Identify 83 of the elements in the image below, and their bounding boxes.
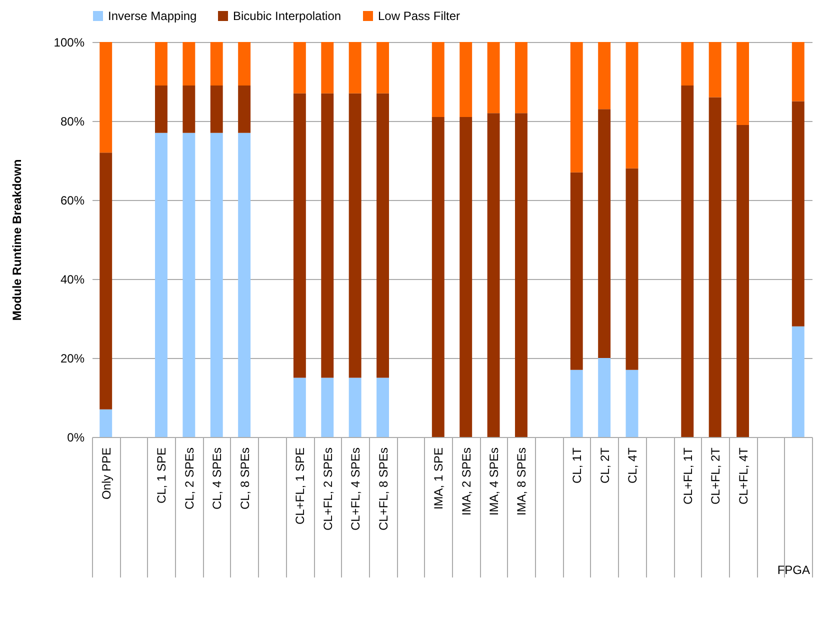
bar — [515, 42, 528, 114]
bar — [238, 132, 251, 437]
x-tick-label: CL+FL, 1 SPE — [293, 448, 308, 525]
bar — [238, 85, 251, 133]
bar — [487, 42, 500, 114]
x-tick-label: CL+FL, 1T — [680, 446, 695, 505]
bar — [155, 85, 168, 133]
y-tick-label: 0% — [67, 430, 85, 444]
bar — [681, 42, 694, 86]
bar — [321, 42, 334, 94]
bar — [460, 42, 472, 118]
bar — [792, 101, 804, 326]
bar — [238, 42, 251, 86]
bar — [182, 42, 196, 86]
bar — [626, 370, 638, 437]
x-tick-label: CL+FL, 8 SPEs — [376, 448, 390, 531]
bar — [570, 172, 583, 370]
bar — [182, 132, 196, 437]
x-tick-label: CL, 4 SPEs — [210, 448, 224, 510]
bar — [321, 378, 334, 437]
bar — [681, 85, 694, 437]
x-tick-label: CL, 1 SPE — [154, 448, 169, 504]
bar — [293, 42, 306, 94]
bar — [708, 42, 722, 98]
y-tick-label: 100% — [54, 36, 85, 50]
bar — [432, 42, 444, 118]
legend-label: Inverse Mapping — [108, 9, 197, 23]
bar — [598, 358, 611, 437]
legend-label: Bicubic Interpolation — [233, 9, 342, 23]
legend-label: Low Pass Filter — [378, 9, 460, 23]
bar — [293, 378, 306, 437]
x-tick-label: CL+FL, 2T — [708, 446, 723, 505]
x-tick-label: Only PPE — [99, 448, 114, 500]
bar — [376, 93, 389, 378]
bar — [376, 378, 389, 437]
bar — [626, 42, 638, 168]
bar — [598, 109, 611, 358]
x-tick-label: IMA, 4 SPEs — [487, 448, 502, 516]
bar — [182, 85, 196, 133]
bar — [210, 42, 223, 86]
bar — [348, 93, 362, 378]
y-tick-label: 20% — [60, 352, 85, 366]
bar — [432, 117, 444, 437]
y-axis-title: Module Runtime Breakdown — [10, 159, 24, 321]
x-tick-label: IMA, 2 SPEs — [459, 448, 474, 516]
bar — [210, 85, 223, 133]
bar — [100, 152, 112, 410]
bar — [348, 42, 362, 94]
bar — [570, 42, 583, 172]
x-tick-label: CL+FL, 4T — [736, 446, 750, 505]
bar — [792, 326, 804, 437]
x-tick-label: IMA, 8 SPEs — [514, 448, 529, 516]
y-tick-label: 40% — [60, 272, 85, 286]
bar — [293, 93, 306, 378]
y-tick-label: 60% — [60, 194, 85, 208]
bar — [100, 409, 112, 437]
bar — [321, 93, 334, 378]
bar — [736, 124, 749, 437]
x-tick-label: CL, 2 SPEs — [182, 448, 196, 510]
x-tick-label: CL+FL, 4 SPEs — [348, 448, 363, 531]
x-tick-label: CL, 1T — [570, 446, 584, 484]
bar — [100, 42, 112, 153]
bar — [376, 42, 389, 94]
bar — [460, 117, 472, 437]
text: FPGA — [777, 563, 810, 577]
bar — [792, 42, 804, 102]
x-tick-label: IMA, 1 SPE — [432, 448, 446, 510]
bar — [487, 113, 500, 437]
bar — [515, 113, 528, 437]
bar — [210, 132, 223, 437]
bar — [348, 378, 362, 437]
x-tick-label: CL+FL, 2 SPEs — [320, 448, 335, 531]
x-tick-label: CL, 4T — [626, 446, 640, 484]
y-tick-label: 80% — [60, 114, 85, 128]
bar — [155, 42, 168, 86]
bar — [736, 42, 749, 125]
bar — [708, 97, 722, 437]
bar — [598, 42, 611, 110]
bar — [570, 370, 583, 437]
bar — [626, 168, 638, 370]
x-tick-label: CL, 2T — [598, 446, 612, 484]
x-tick-label: CL, 8 SPEs — [238, 448, 252, 510]
bar — [155, 132, 168, 437]
